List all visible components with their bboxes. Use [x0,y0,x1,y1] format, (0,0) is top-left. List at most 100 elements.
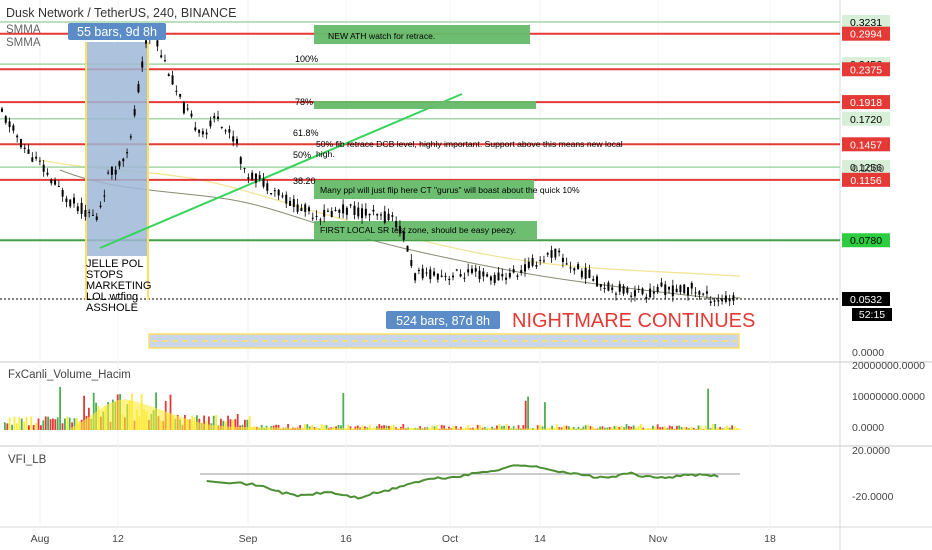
level-tag-5 [842,111,890,126]
volume-bar [599,426,601,430]
candle-body [160,55,163,58]
level-tag-text-5: 0.1720 [850,114,882,126]
volume-bar [30,416,33,430]
measure-tag-top: 55 bars, 9d 8h [77,25,157,39]
volume-bar [227,415,229,430]
volume-bar [287,424,289,430]
volume-bar [628,426,630,430]
candle-body [91,214,94,216]
level-tag-text-3: 0.2375 [850,64,882,76]
candle-body [584,268,587,279]
vfi-panel-title: VFI_LB [8,454,47,466]
candle-body [357,207,360,217]
trend-line [99,93,463,249]
countdown-tag [852,308,892,321]
candle-body [122,158,125,162]
candle-body [80,202,83,214]
candle-body [285,194,288,204]
candle-body [292,199,295,207]
fib-label-0: 100% [295,54,318,64]
volume-bar [4,422,6,430]
candle-body [717,300,720,302]
level-tag-text-4: 0.1918 [850,97,882,109]
side-text-line-1: STOPS [86,269,123,281]
candle-body [141,61,144,68]
volume-bar [436,424,438,430]
candle-body [262,178,265,187]
volume-bar [92,392,95,430]
candle-body [326,210,329,212]
volume-bar [13,416,16,430]
candle-body [50,179,53,184]
volume-bar [618,426,621,430]
fib-label-4: 38.20 [293,176,316,186]
candle-body [482,271,485,277]
candle-body [512,269,515,273]
candle-body [16,135,19,138]
volume-bar [378,424,381,430]
candle-body [239,157,242,164]
candle-body [580,270,583,278]
price-tick-0: 0.1000 [852,163,884,175]
candle-body [611,287,614,290]
volume-bar [683,426,685,430]
volume-bar [592,426,594,430]
drawings [85,25,740,349]
candle-body [330,210,333,217]
candle-body [391,215,394,217]
volume-bar [544,402,546,430]
volume-bar [52,418,54,430]
candle-body [561,257,564,263]
candle-body [38,160,41,162]
volume-bar [347,424,349,430]
side-text-line-0: JELLE POL [86,258,143,270]
candle-body [19,139,22,148]
candle-body [220,126,223,128]
candle-body [637,288,640,290]
candle-body [679,285,682,293]
volume-bar [337,424,340,430]
volume-bar [661,426,664,430]
time-tick-4: Oct [442,533,458,545]
time-tick-5: 14 [534,533,546,545]
volume-tick-2: 0.0000 [852,422,884,434]
volume-ma-area [70,399,740,430]
volume-bar [304,424,306,430]
volume-bar [517,425,520,430]
volume-bar [556,424,558,430]
volume-bar [25,416,28,430]
volume-bar [630,426,633,430]
candle-body [713,300,716,302]
current-price-tag [842,292,890,306]
candle-body [630,295,633,297]
candle-body [315,215,318,217]
annotation-text-2: Many ppl will just flip here CT "gurus" … [320,185,580,195]
volume-bar [388,425,390,430]
candle-body [671,285,674,297]
candle-body [539,259,542,261]
volume-bar [342,392,345,430]
volume-bar [215,415,217,430]
candle-body [31,157,34,162]
volume-bar [635,427,637,430]
level-tag-0 [842,15,890,29]
volume-bar [169,394,172,430]
candle-body [406,245,409,252]
level-tag-text-1: 0.2994 [850,29,882,41]
candle-body [463,277,466,279]
candle-body [129,136,132,138]
candle-body [546,253,549,255]
candle-body [163,60,166,62]
volume-bar [376,426,378,430]
volume-bar [623,427,625,430]
candle-body [448,278,451,281]
candle-body [478,270,481,280]
candle-body [489,276,492,281]
candle-body [198,129,201,133]
level-tag-9 [842,233,890,248]
volume-bar [539,424,541,430]
volume-bar [452,425,455,430]
candle-body [569,267,572,269]
volume-bar [616,425,618,430]
